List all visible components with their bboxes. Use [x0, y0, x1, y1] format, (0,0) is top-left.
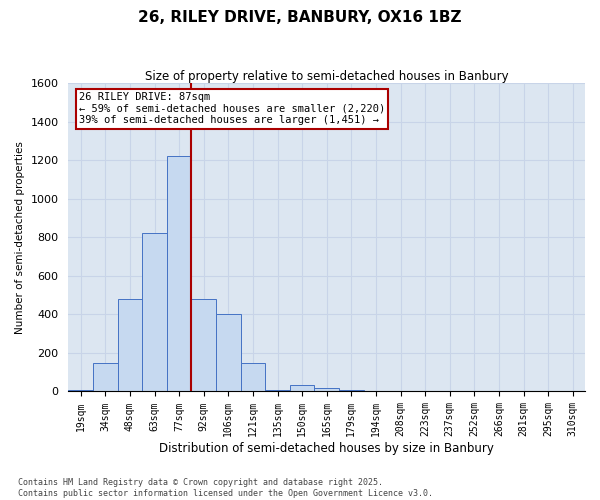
Bar	[118, 299, 142, 392]
Bar	[93, 362, 118, 392]
Bar	[216, 314, 241, 392]
Bar	[314, 388, 339, 392]
Bar	[364, 390, 388, 392]
Bar	[167, 156, 191, 392]
Text: 26 RILEY DRIVE: 87sqm
← 59% of semi-detached houses are smaller (2,220)
39% of s: 26 RILEY DRIVE: 87sqm ← 59% of semi-deta…	[79, 92, 385, 126]
X-axis label: Distribution of semi-detached houses by size in Banbury: Distribution of semi-detached houses by …	[159, 442, 494, 455]
Text: Contains HM Land Registry data © Crown copyright and database right 2025.
Contai: Contains HM Land Registry data © Crown c…	[18, 478, 433, 498]
Text: 26, RILEY DRIVE, BANBURY, OX16 1BZ: 26, RILEY DRIVE, BANBURY, OX16 1BZ	[138, 10, 462, 25]
Y-axis label: Number of semi-detached properties: Number of semi-detached properties	[15, 141, 25, 334]
Bar	[339, 390, 364, 392]
Bar	[142, 234, 167, 392]
Bar	[241, 362, 265, 392]
Title: Size of property relative to semi-detached houses in Banbury: Size of property relative to semi-detach…	[145, 70, 509, 83]
Bar	[191, 299, 216, 392]
Bar	[265, 390, 290, 392]
Bar	[290, 384, 314, 392]
Bar	[68, 390, 93, 392]
